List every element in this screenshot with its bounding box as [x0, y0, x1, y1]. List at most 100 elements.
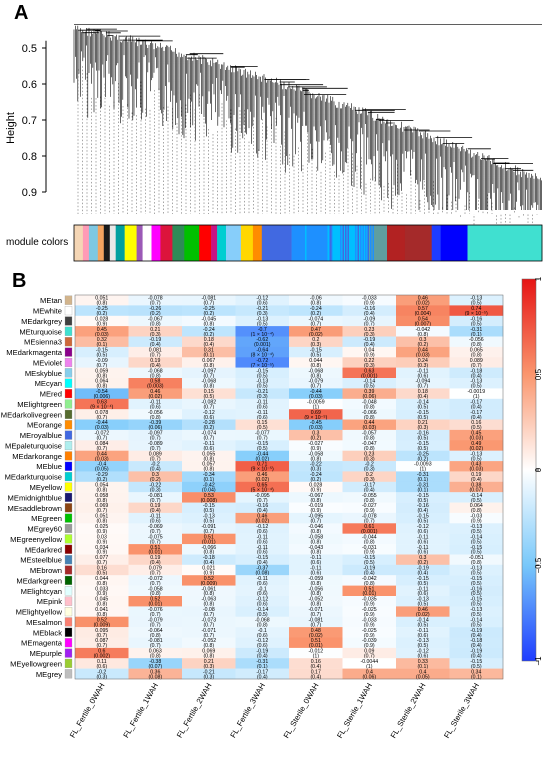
heatmap-cell — [128, 429, 183, 441]
module-color-segment — [370, 225, 372, 261]
cell-correlation: -0.11 — [203, 441, 215, 447]
cell-correlation: -0.13 — [470, 379, 482, 385]
heatmap-cell — [289, 585, 343, 597]
heatmap-cell — [449, 616, 504, 628]
module-color-segment — [367, 225, 369, 261]
cell-correlation: -0.077 — [255, 431, 270, 437]
heatmap-cell — [449, 544, 504, 555]
heatmap-cell — [182, 388, 236, 399]
heatmap-cell — [182, 575, 236, 586]
cell-correlation: -0.13 — [470, 296, 482, 302]
cell-correlation: -0.056 — [469, 337, 484, 343]
cell-correlation: -0.19 — [417, 566, 429, 572]
heatmap-cell — [396, 346, 450, 358]
cell-correlation: 0.2 — [366, 472, 373, 478]
heatmap-cell — [449, 502, 504, 514]
cell-correlation: 0.034 — [95, 545, 108, 551]
heatmap-cell — [235, 637, 290, 649]
scale-tick-label: −0.5 — [534, 557, 543, 573]
row-color-swatch — [64, 648, 73, 658]
scale-tick-label: 0.5 — [534, 368, 543, 380]
heatmap-cell — [75, 450, 129, 462]
cell-pvalue: (0.4) — [310, 674, 321, 680]
cell-pvalue: (1) — [420, 467, 427, 473]
cell-correlation: -0.15 — [203, 503, 215, 509]
cell-correlation: -0.11 — [417, 368, 429, 374]
cell-correlation: -0.12 — [256, 296, 268, 302]
heatmap-cell — [182, 481, 236, 493]
cell-pvalue: (0.4) — [150, 342, 161, 348]
heatmap-cell — [182, 637, 236, 649]
heatmap-row: MEdarkolivegreen 0.078(0.7)-0.056(0.8)-0.… — [1, 409, 504, 421]
cell-pvalue: (0.6) — [417, 654, 428, 660]
heatmap-cell — [342, 388, 397, 399]
row-color-swatch — [64, 461, 73, 471]
cell-correlation: -0.03 — [470, 514, 482, 520]
row-label: MEmidnightblue — [8, 493, 62, 502]
cell-pvalue: (0.2) — [96, 311, 107, 317]
cell-pvalue: (9 × 10⁻⁵) — [251, 467, 274, 473]
cell-pvalue: (0.8) — [203, 591, 214, 597]
cell-correlation: -0.066 — [362, 410, 377, 416]
cell-correlation: 0.71 — [257, 462, 267, 468]
heatmap-cell — [75, 305, 129, 316]
heatmap-cell — [396, 523, 450, 534]
cell-pvalue: (0.3) — [364, 456, 375, 462]
cell-pvalue: (0.8) — [150, 633, 161, 639]
row-color-swatch — [64, 389, 73, 399]
row-label: MEdarkturquoise — [5, 473, 62, 482]
row-color-swatch — [64, 440, 73, 451]
heatmap-cell — [235, 544, 290, 555]
heatmap-cell — [396, 492, 450, 503]
heatmap-cell — [449, 409, 504, 420]
cell-correlation: -0.19 — [363, 566, 375, 572]
cell-correlation: -0.067 — [308, 493, 323, 499]
heatmap-row: MEred -0.54(0.006) 0.46(0.02) 0.15(0.5) -0.2… — [40, 388, 504, 400]
row-color-swatch — [64, 503, 73, 513]
heatmap-row: MEblack 0.095(0.7)-0.064(0.8)-0.071(0.7)-… — [33, 627, 504, 639]
cell-pvalue: (0.5) — [257, 446, 268, 452]
heatmap-cell — [182, 295, 236, 306]
cell-pvalue: (0.5) — [471, 550, 482, 556]
heatmap-cell — [75, 554, 129, 566]
cell-pvalue: (0.6) — [203, 446, 214, 452]
cell-pvalue: (0.02) — [470, 446, 484, 452]
heatmap-frame — [74, 294, 504, 680]
heatmap-cell — [182, 512, 236, 524]
heatmap-cell — [182, 398, 236, 410]
module-color-segment — [337, 225, 339, 261]
cell-pvalue: (0.8) — [150, 321, 161, 327]
cell-pvalue: (0.8) — [310, 529, 321, 535]
cell-pvalue: (0.1) — [471, 332, 482, 338]
cell-correlation: 0.51 — [150, 545, 160, 551]
module-color-segment — [360, 225, 362, 261]
cell-pvalue: (0.2) — [203, 332, 214, 338]
row-color-swatch — [64, 658, 73, 668]
cell-pvalue: (0.9) — [203, 571, 214, 577]
heatmap-cell — [182, 346, 236, 358]
heatmap-cell — [342, 575, 397, 586]
heatmap-cell — [182, 471, 236, 482]
cell-pvalue: (0.03) — [363, 425, 377, 431]
cell-correlation: 0.32 — [97, 337, 107, 343]
heatmap-cell — [182, 616, 236, 628]
row-label: MEpurple — [30, 649, 63, 658]
dendrogram-panel: 0.9 0.8 0.7 0.6 0.5 Height module colors — [5, 24, 543, 262]
dendrogram-tree — [73, 24, 542, 244]
cell-pvalue: (0.06) — [363, 674, 377, 680]
cell-correlation: 0.4 — [366, 669, 373, 675]
cell-correlation: 0.46 — [257, 472, 267, 478]
cell-correlation: -0.15 — [310, 348, 322, 354]
cell-correlation: -0.068 — [148, 368, 163, 374]
row-label: MElightyellow — [16, 608, 63, 617]
module-color-segment — [350, 225, 352, 261]
cell-correlation: -0.057 — [362, 431, 377, 437]
cell-pvalue: (0.9) — [364, 508, 375, 514]
row-color-swatch — [64, 586, 73, 596]
cell-pvalue: (0.03) — [95, 456, 109, 462]
row-label: MEdarkorange — [12, 452, 62, 461]
row-label: MEskyblue — [25, 369, 62, 378]
cell-pvalue: (0.8) — [364, 498, 375, 504]
module-color-segment — [226, 225, 242, 261]
dendrogram-leaf-guides — [77, 66, 538, 244]
